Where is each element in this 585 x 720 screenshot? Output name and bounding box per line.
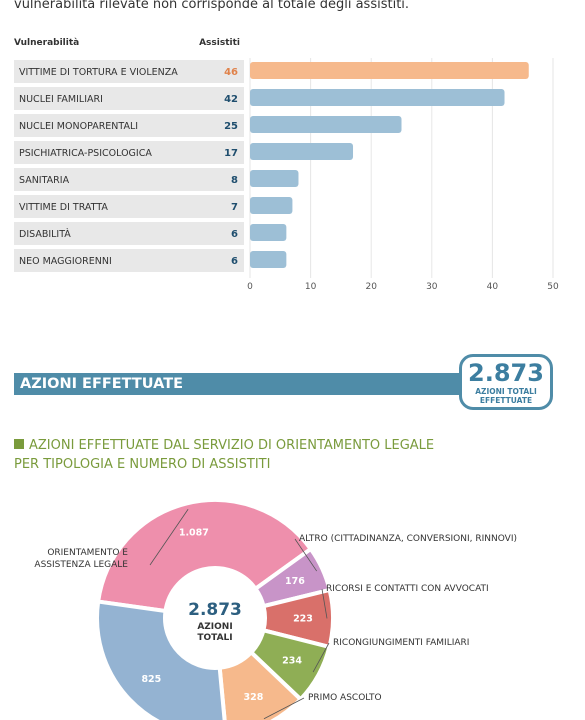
category-label: VITTIME DI TRATTA: [19, 202, 108, 213]
section-title: AZIONI EFFETTUATE: [14, 373, 470, 395]
row-background: [14, 114, 244, 137]
segment-label: ALTRO (CITTADINANZA, CONVERSIONI, RINNOV…: [299, 534, 517, 544]
category-label: VITTIME DI TORTURA E VIOLENZA: [19, 67, 178, 78]
leader-line: [294, 538, 318, 572]
row-background: [14, 195, 244, 218]
row-background: [14, 168, 244, 191]
segment-value-label: 1.087: [179, 528, 209, 539]
leader-line: [263, 697, 305, 720]
chart-title: AZIONI EFFETTUATE DAL SERVIZIO DI ORIENT…: [14, 438, 435, 472]
chart-heading: AZIONI EFFETTUATE DAL SERVIZIO DI ORIENT…: [14, 436, 454, 474]
segment-value-label: 223: [293, 613, 313, 624]
bar: [250, 224, 287, 241]
category-label: NUCLEI MONOPARENTALI: [19, 121, 138, 132]
badge: 2.873 AZIONI TOTALI EFFETTUATE: [459, 354, 553, 410]
category-label: DISABILITÀ: [19, 228, 71, 240]
segment-label: PRIMO ASCOLTO: [308, 693, 382, 703]
value-label: 6: [231, 229, 238, 240]
row-background: [14, 222, 244, 245]
x-tick-label: 30: [426, 282, 438, 292]
badge-caption: AZIONI TOTALI EFFETTUATE: [475, 387, 537, 405]
category-label: NEO MAGGIORENNI: [19, 256, 112, 267]
intro-text: vulnerabilità rilevate non corrisponde a…: [14, 0, 410, 12]
segment-label: ORIENTAMENTO E ASSISTENZA LEGALE: [34, 548, 128, 570]
leader-line: [321, 588, 328, 619]
bar: [250, 62, 529, 79]
segment-value-label: 328: [244, 692, 264, 703]
value-label: 17: [224, 148, 238, 159]
x-tick-label: 0: [247, 282, 253, 292]
row-background: [14, 141, 244, 164]
leader-line: [149, 509, 189, 566]
x-tick-label: 50: [547, 282, 559, 292]
x-tick-label: 10: [305, 282, 317, 292]
bar: [250, 143, 354, 160]
bar: [250, 170, 299, 187]
donut-hole: [167, 567, 263, 663]
heading-marker: [14, 439, 24, 449]
donut-center: 2.873 AZIONI TOTALI: [165, 600, 265, 644]
x-tick-label: 20: [365, 282, 377, 292]
segment-label: RICORSI E CONTATTI CON AVVOCATI: [326, 584, 489, 594]
leader-line: [312, 642, 330, 673]
donut-segment: [95, 599, 227, 720]
value-label: 46: [224, 67, 238, 78]
category-label: SANITARIA: [19, 175, 70, 186]
value-label: 6: [231, 256, 238, 267]
bar: [250, 251, 287, 268]
segment-value-label: 176: [285, 576, 305, 587]
value-label: 7: [231, 202, 238, 213]
badge-number: 2.873: [468, 359, 544, 387]
segment-value-label: 825: [141, 674, 161, 685]
donut-segment: [217, 649, 304, 720]
row-background: [14, 249, 244, 272]
segment-label: RICONGIUNGIMENTI FAMILIARI: [333, 638, 470, 648]
value-label: 42: [224, 94, 238, 105]
total-caption: AZIONI TOTALI: [197, 622, 233, 643]
total-value: 2.873: [188, 600, 242, 620]
category-label: NUCLEI FAMILIARI: [19, 94, 103, 105]
bar: [250, 116, 402, 133]
value-label: 25: [224, 121, 238, 132]
category-header: Vulnerabilità: [14, 38, 80, 48]
row-background: [14, 87, 244, 110]
value-label: 8: [231, 175, 238, 186]
category-label: PSICHIATRICA-PSICOLOGICA: [19, 148, 152, 159]
x-tick-label: 40: [487, 282, 499, 292]
segment-value-label: 234: [282, 655, 302, 666]
row-background: [14, 60, 244, 83]
bar: [250, 89, 505, 106]
bar: [250, 197, 293, 214]
value-header: Assistiti: [199, 38, 240, 48]
